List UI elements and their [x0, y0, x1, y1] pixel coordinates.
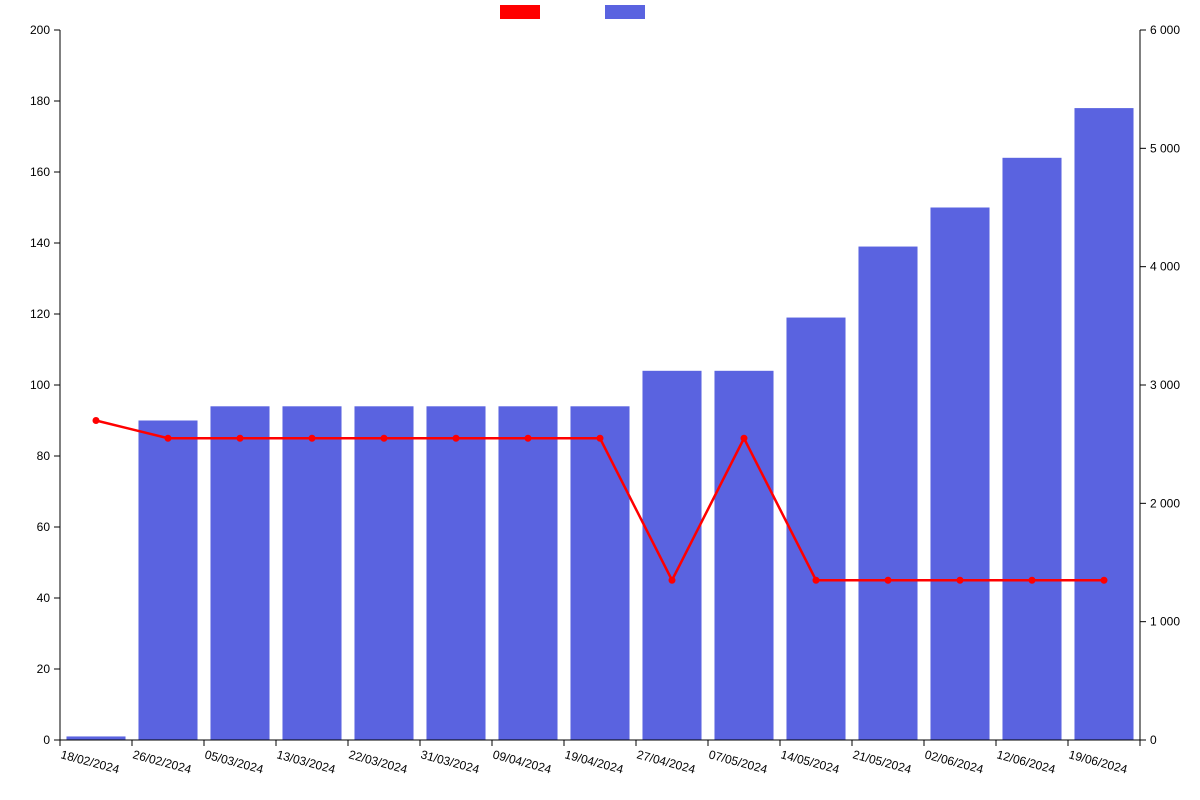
combo-chart: 0 20 40 60 80 100 120 140 160 180 200 0 1 000 2 000 3 … — [0, 0, 1200, 800]
x-tick-label: 26/02/2024 — [131, 747, 193, 776]
y-left-tick-label: 120 — [30, 307, 50, 321]
bar — [714, 371, 773, 740]
line-marker — [957, 577, 963, 583]
line-marker — [597, 435, 603, 441]
y-left-tick-label: 80 — [37, 449, 51, 463]
line-marker — [309, 435, 315, 441]
line-marker — [669, 577, 675, 583]
x-tick-label: 19/04/2024 — [563, 747, 625, 776]
line-marker — [165, 435, 171, 441]
bar — [1002, 158, 1061, 740]
line-marker — [453, 435, 459, 441]
x-tick-label: 12/06/2024 — [995, 747, 1057, 776]
bar — [138, 421, 197, 741]
y-left-tick-label: 0 — [43, 733, 50, 747]
y-right-tick-label: 1 000 — [1150, 615, 1180, 629]
bar — [930, 208, 989, 741]
y-left-tick-label: 20 — [37, 662, 51, 676]
x-tick-label: 18/02/2024 — [59, 747, 121, 776]
x-tick-label: 27/04/2024 — [635, 747, 697, 776]
line-marker — [741, 435, 747, 441]
bar — [354, 406, 413, 740]
bar — [498, 406, 557, 740]
x-tick-label: 22/03/2024 — [347, 747, 409, 776]
y-left-tick-label: 180 — [30, 94, 50, 108]
bar — [642, 371, 701, 740]
bar — [282, 406, 341, 740]
x-tick-label: 13/03/2024 — [275, 747, 337, 776]
y-left-tick-label: 160 — [30, 165, 50, 179]
x-tick-label: 09/04/2024 — [491, 747, 553, 776]
legend-bar-swatch — [605, 5, 645, 19]
line-marker — [525, 435, 531, 441]
x-tick-label: 31/03/2024 — [419, 747, 481, 776]
chart-svg: 0 20 40 60 80 100 120 140 160 180 200 0 1 000 2 000 3 … — [0, 0, 1200, 800]
y-right-tick-label: 4 000 — [1150, 260, 1180, 274]
bar — [426, 406, 485, 740]
y-right-tick-label: 2 000 — [1150, 496, 1180, 510]
bar — [570, 406, 629, 740]
y-left-tick-label: 60 — [37, 520, 51, 534]
bar — [858, 247, 917, 740]
y-left-tick-label: 100 — [30, 378, 50, 392]
bar — [1074, 108, 1133, 740]
x-tick-label: 21/05/2024 — [851, 747, 913, 776]
line-marker — [237, 435, 243, 441]
y-left-tick-label: 200 — [30, 23, 50, 37]
x-tick-label: 19/06/2024 — [1067, 747, 1129, 776]
y-right-tick-label: 6 000 — [1150, 23, 1180, 37]
line-marker — [381, 435, 387, 441]
bar — [786, 318, 845, 740]
x-tick-label: 02/06/2024 — [923, 747, 985, 776]
legend-line-swatch — [500, 5, 540, 19]
y-right-tick-label: 5 000 — [1150, 141, 1180, 155]
y-left-tick-label: 140 — [30, 236, 50, 250]
y-right-tick-label: 3 000 — [1150, 378, 1180, 392]
x-tick-label: 14/05/2024 — [779, 747, 841, 776]
y-right-tick-label: 0 — [1150, 733, 1157, 747]
line-marker — [1101, 577, 1107, 583]
line-marker — [885, 577, 891, 583]
line-marker — [93, 418, 99, 424]
bar — [66, 736, 125, 740]
line-marker — [813, 577, 819, 583]
bar — [210, 406, 269, 740]
y-left-tick-label: 40 — [37, 591, 51, 605]
x-tick-label: 05/03/2024 — [203, 747, 265, 776]
line-marker — [1029, 577, 1035, 583]
x-tick-label: 07/05/2024 — [707, 747, 769, 776]
